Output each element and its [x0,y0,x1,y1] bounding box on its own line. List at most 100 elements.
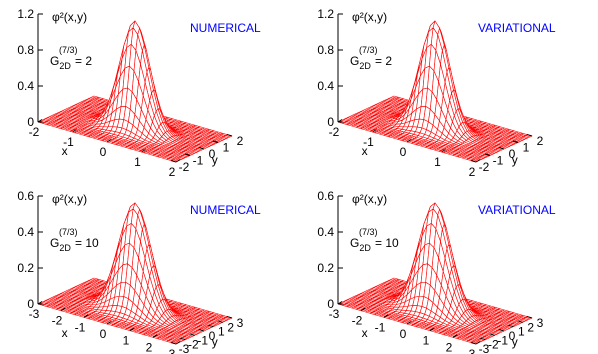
z-tick-label: 1.2 [17,7,34,21]
x-tick [475,159,481,163]
x-tick-label: 2 [469,165,476,179]
x-axis-label: x [362,144,368,158]
surface-panel-3: 0 0.2 0.4 0.6 φ²(x,y) G2D(7/3)= 10 NUMERICAL -3… [17,189,261,354]
y-tick-label: -3 [179,342,190,354]
y-tick-label: -1 [493,154,504,168]
y-tick-label: -2 [488,338,499,352]
y-axis-label: y [512,153,518,167]
z-tick-label: 0 [27,115,34,129]
x-tick-label: -2 [52,314,63,328]
y-tick [208,324,214,328]
y-tick-label: 0 [209,329,216,343]
coupling-value: = 10 [75,236,99,250]
x-tick-label: 0 [400,327,407,341]
z-axis-label: φ²(x,y) [352,10,387,24]
coupling-superscript: (7/3) [59,45,78,55]
y-tick [470,342,477,345]
x-tick [37,301,43,305]
y-tick [480,337,486,341]
z-tick-label: 0.4 [317,79,334,93]
z-axis-label: φ²(x,y) [352,192,387,206]
y-tick [217,320,223,323]
z-tick-label: 0.8 [17,43,34,57]
x-tick-label: -2 [29,125,40,139]
x-tick-label: -1 [75,320,86,334]
method-label: NUMERICAL [190,203,261,217]
z-tick-label: 0.8 [317,43,334,57]
z-tick-label: 0 [327,297,334,311]
x-tick [337,301,343,305]
x-tick-label: 0 [100,145,107,159]
y-tick-label: 1 [518,325,525,339]
y-tick-label: 2 [237,134,244,148]
x-tick-label: 1 [423,334,430,348]
z-tick-label: 0.6 [317,189,334,203]
x-tick [360,307,366,312]
x-tick-label: 3 [169,347,176,354]
z-tick-label: 0.4 [17,225,34,239]
coupling-superscript: (7/3) [359,227,378,237]
x-axis-label: x [362,326,368,340]
coupling-superscript: (7/3) [59,227,78,237]
x-tick-label: 1 [134,155,141,169]
x-tick-label: 3 [469,347,476,354]
surface-panel-2: 0 0.4 0.8 1.2 φ²(x,y) G2D(7/3)= 2 VARIATIONAL -… [317,7,556,179]
x-tick-label: 2 [446,340,453,354]
z-tick-label: 0.4 [317,225,334,239]
y-tick [512,140,519,143]
x-axis-label: x [62,326,68,340]
y-axis-label: y [212,153,218,167]
y-tick-label: 1 [523,141,530,155]
surface-panel-1: 00.40.81.2 φ²(x,y)G2D(7/3)= 2NUMERICAL-2-… [17,7,261,179]
y-tick [170,160,177,163]
y-tick [526,134,533,137]
x-tick-label: -3 [29,307,40,321]
x-tick-label: 0 [100,327,107,341]
y-tick-label: 2 [527,320,534,334]
coupling-superscript: (7/3) [359,45,378,55]
x-tick [406,321,412,325]
coupling-label: G2D [350,54,371,71]
y-tick-label: 1 [218,325,225,339]
x-tick [372,129,377,133]
y-tick-label: -2 [479,160,490,174]
x-tick [141,149,146,153]
y-tick [508,324,514,328]
y-tick [226,134,233,137]
z-tick-label: 0.2 [17,261,34,275]
x-tick [175,341,181,345]
method-label: VARIATIONAL [478,203,556,217]
y-tick-label: -3 [479,342,490,354]
y-tick [470,160,477,163]
x-tick [83,314,89,318]
z-tick-label: 0.6 [17,189,34,203]
y-tick-label: 2 [227,320,234,334]
x-tick [152,334,158,338]
method-label: NUMERICAL [190,21,261,35]
z-tick-label: 0 [27,297,34,311]
x-tick-label: 2 [146,340,153,354]
coupling-label: G2D [50,236,71,253]
y-tick [184,153,191,156]
y-tick-label: -1 [197,333,208,347]
y-tick-label: 2 [537,134,544,148]
coupling-label: G2D [50,54,71,71]
x-tick [406,139,412,143]
x-tick [37,119,43,123]
y-tick [484,153,491,156]
y-tick-label: -2 [188,338,199,352]
x-tick [129,327,135,332]
z-tick-label: 0.4 [17,79,34,93]
y-tick-label: -1 [193,154,204,168]
x-tick [60,307,66,312]
coupling-label: G2D [350,236,371,253]
x-tick-label: 2 [169,165,176,179]
y-tick [170,342,177,345]
y-tick [189,333,195,336]
y-tick [526,316,533,319]
x-tick-label: 1 [434,155,441,169]
x-tick-label: -1 [363,135,374,149]
y-tick [198,329,205,332]
y-tick [498,147,505,150]
